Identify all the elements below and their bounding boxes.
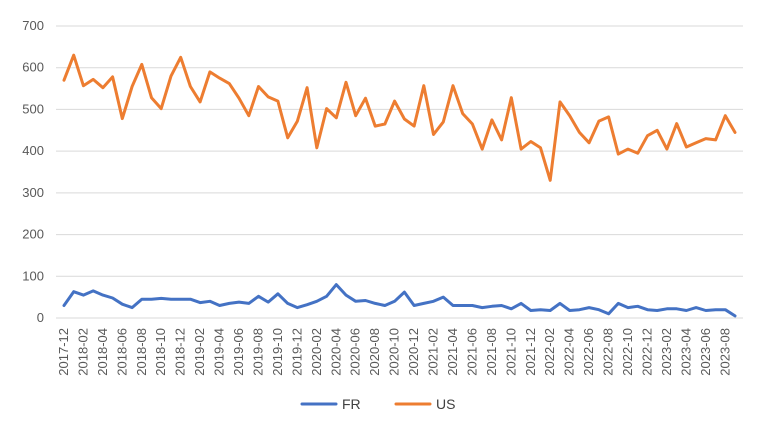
y-tick-label: 400 [22,143,44,158]
x-tick-label: 2020-06 [348,328,363,376]
x-tick-label: 2018-04 [95,328,110,376]
x-tick-label: 2020-08 [367,328,382,376]
y-axis-ticks: 0 100 200 300 400 500 600 700 [22,18,44,325]
x-tick-label: 2020-04 [328,328,343,376]
x-tick-label: 2022-12 [639,328,654,376]
x-tick-label: 2019-02 [192,328,207,376]
x-tick-label: 2020-02 [309,328,324,376]
x-tick-label: 2023-02 [659,328,674,376]
y-tick-label: 100 [22,268,44,283]
series-lines [62,53,737,318]
x-tick-label: 2021-08 [484,328,499,376]
y-tick-label: 0 [37,310,44,325]
y-tick-label: 300 [22,185,44,200]
series-line-us [62,53,737,182]
x-tick-label: 2018-02 [75,328,90,376]
x-tick-label: 2019-04 [212,328,227,376]
gridlines [56,25,743,319]
x-tick-label: 2019-12 [289,328,304,376]
y-tick-label: 600 [22,60,44,75]
x-tick-label: 2022-08 [601,328,616,376]
x-tick-label: 2019-10 [270,328,285,376]
x-tick-label: 2022-02 [542,328,557,376]
x-tick-label: 2022-04 [562,328,577,376]
x-tick-label: 2023-04 [678,328,693,376]
y-tick-label: 200 [22,227,44,242]
x-tick-label: 2022-06 [581,328,596,376]
x-tick-label: 2023-06 [698,328,713,376]
y-tick-label: 500 [22,101,44,116]
x-tick-label: 2018-06 [114,328,129,376]
x-tick-label: 2020-12 [406,328,421,376]
x-tick-label: 2018-10 [153,328,168,376]
x-tick-label: 2022-10 [620,328,635,376]
x-tick-label: 2017-12 [56,328,71,376]
x-tick-label: 2021-04 [445,328,460,376]
x-tick-label: 2019-08 [250,328,265,376]
x-tick-label: 2021-10 [503,328,518,376]
x-tick-label: 2020-10 [387,328,402,376]
x-tick-label: 2018-12 [173,328,188,376]
x-tick-label: 2021-12 [523,328,538,376]
x-axis-ticks: 2017-12 2018-02 2018-04 2018-06 2018-08 2018-… [56,328,732,376]
x-tick-label: 2018-08 [134,328,149,376]
y-tick-label: 700 [22,18,44,33]
legend-label-fr: FR [342,396,361,412]
legend-label-us: US [436,396,455,412]
x-tick-label: 2023-08 [717,328,732,376]
series-line-fr [62,283,737,318]
x-tick-label: 2021-02 [426,328,441,376]
x-tick-label: 2019-06 [231,328,246,376]
x-tick-label: 2021-06 [464,328,479,376]
legend: FR US [300,396,455,412]
